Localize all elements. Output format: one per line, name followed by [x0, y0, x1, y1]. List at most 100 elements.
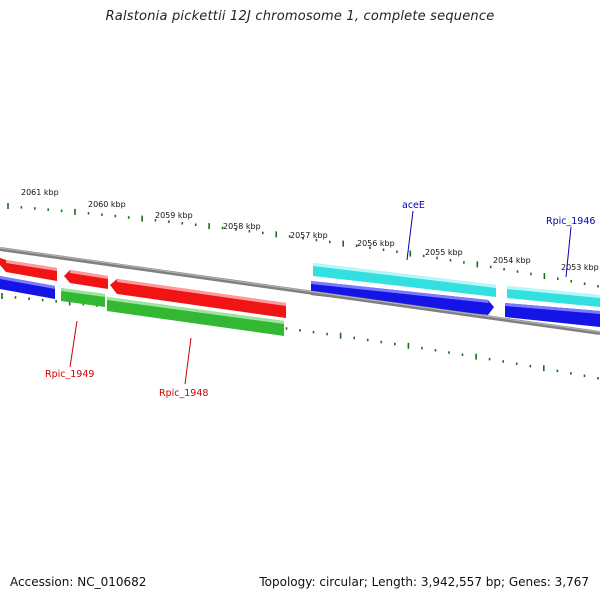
- minor-tick: [597, 285, 599, 288]
- minor-tick: [221, 226, 224, 230]
- scale-label: 2061 kbp: [21, 188, 59, 197]
- major-tick: [275, 231, 277, 238]
- major-tick: [543, 273, 546, 280]
- gene-feature-forward: [507, 286, 600, 298]
- leader-line-rpic-1948: [184, 337, 192, 385]
- minor-tick: [326, 332, 328, 336]
- scale-label: 2055 kbp: [425, 248, 463, 257]
- gene-label-rpic-1946[interactable]: Rpic_1946: [546, 216, 595, 227]
- major-tick: [409, 250, 412, 257]
- gene-feature-reverse: [6, 260, 57, 271]
- minor-tick: [14, 296, 17, 299]
- minor-tick: [235, 228, 237, 231]
- minor-tick: [194, 223, 197, 226]
- major-tick: [407, 342, 410, 349]
- minor-tick: [353, 336, 355, 340]
- gene-feature-reverse[interactable]: [110, 279, 286, 318]
- minor-tick: [570, 280, 572, 283]
- major-tick: [7, 203, 9, 209]
- minor-tick: [503, 268, 505, 271]
- minor-tick: [101, 213, 103, 216]
- cds-feature-reverse[interactable]: [107, 297, 284, 336]
- cds-feature-forward: [311, 281, 489, 303]
- minor-tick: [434, 349, 437, 352]
- minor-tick: [87, 212, 90, 215]
- minor-tick: [583, 282, 586, 285]
- major-tick: [141, 215, 143, 222]
- chromosome-backbone: [0, 247, 600, 335]
- gene-feature-reverse: [117, 279, 286, 306]
- major-tick: [543, 365, 545, 372]
- minor-tick: [288, 235, 291, 238]
- minor-tick: [421, 346, 423, 350]
- gene-label-rpic-1948[interactable]: Rpic_1948: [159, 388, 208, 399]
- cds-feature-forward[interactable]: [311, 281, 494, 315]
- minor-tick: [489, 265, 492, 269]
- minor-tick: [366, 338, 369, 342]
- minor-tick: [20, 206, 23, 209]
- minor-tick: [461, 353, 464, 356]
- minor-tick: [530, 272, 532, 276]
- minor-tick: [168, 220, 170, 223]
- major-tick: [339, 332, 342, 339]
- minor-tick: [28, 297, 30, 300]
- leader-line-acee: [406, 210, 414, 261]
- minor-tick: [515, 362, 518, 365]
- major-tick: [476, 261, 479, 268]
- cds-feature-forward: [505, 303, 600, 314]
- minor-tick: [248, 230, 251, 233]
- major-tick: [475, 353, 477, 360]
- minor-tick: [463, 261, 465, 264]
- minor-tick: [380, 340, 383, 344]
- gene-label-acee[interactable]: aceE: [402, 200, 425, 211]
- scale-label: 2059 kbp: [155, 211, 193, 220]
- cds-feature-reverse: [61, 288, 105, 297]
- scale-label: 2057 kbp: [290, 231, 328, 240]
- minor-tick: [556, 369, 559, 373]
- minor-tick: [436, 256, 438, 260]
- outer-tick-track: [7, 203, 599, 288]
- leader-line-rpic-1946: [565, 226, 572, 278]
- minor-tick: [394, 342, 396, 346]
- gene-feature-forward: [313, 263, 496, 288]
- minor-tick: [315, 238, 318, 242]
- minor-tick: [47, 208, 49, 211]
- cds-feature-forward: [0, 276, 55, 289]
- minor-tick: [448, 351, 450, 354]
- gene-feature-reverse: [70, 270, 108, 279]
- minor-tick: [181, 222, 184, 225]
- minor-tick: [422, 254, 425, 258]
- minor-tick: [516, 270, 519, 273]
- topology-summary: Topology: circular; Length: 3,942,557 bp…: [259, 575, 589, 589]
- minor-tick: [449, 259, 452, 262]
- minor-tick: [597, 377, 599, 380]
- minor-tick: [355, 244, 358, 247]
- cds-feature-reverse: [107, 297, 284, 324]
- scale-label: 2053 kbp: [561, 263, 599, 272]
- gene-label-rpic-1949[interactable]: Rpic_1949: [45, 369, 94, 380]
- minor-tick: [583, 374, 586, 377]
- minor-tick: [302, 237, 304, 240]
- cds-feature-forward[interactable]: [0, 276, 55, 299]
- minor-tick: [82, 302, 85, 306]
- minor-tick: [299, 329, 301, 332]
- minor-tick: [369, 246, 371, 249]
- minor-tick: [55, 300, 57, 303]
- chromosome-backbone-highlight: [0, 247, 600, 333]
- major-tick: [208, 223, 210, 230]
- leader-line-rpic-1949: [69, 320, 78, 368]
- minor-tick: [154, 219, 157, 222]
- minor-tick: [570, 372, 572, 375]
- major-tick: [74, 208, 76, 215]
- minor-tick: [34, 207, 36, 210]
- minor-tick: [60, 209, 63, 213]
- accession-label: Accession: NC_010682: [10, 575, 147, 589]
- minor-tick: [329, 240, 331, 244]
- minor-tick: [41, 298, 44, 302]
- minor-tick: [502, 360, 504, 363]
- scale-label: 2054 kbp: [493, 256, 531, 265]
- major-tick: [342, 240, 344, 247]
- minor-tick: [312, 330, 315, 334]
- minor-tick: [529, 364, 532, 368]
